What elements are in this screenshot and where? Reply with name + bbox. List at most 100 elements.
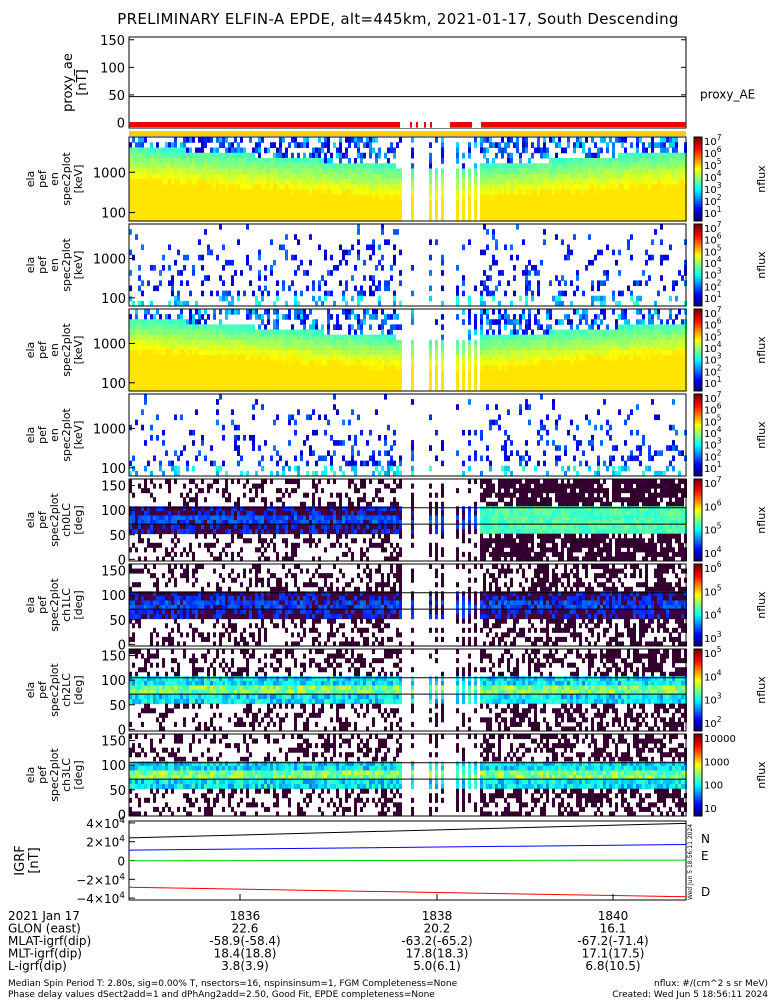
spectrogram-ytick-label: 0 [118,638,126,653]
igrf-series-line [128,822,687,839]
spectrogram-ytick-label: 50 [109,699,126,714]
colorbar-frame [693,136,703,222]
spectrogram-ylabel-line: pef [36,255,49,274]
footer-row-value: -58.9(-58.4) [209,934,280,948]
igrf-right-edge-label: Wed Jun 5 18:56:11 2024 [687,824,694,900]
spectrogram-ytick-label: 100 [101,504,126,519]
spectrogram-ylabel-line: spec2plot [60,408,73,462]
spectrogram-ylabel-line: ch2LC [60,673,73,707]
colorbar [694,137,702,222]
colorbar-label: nflux [755,421,768,449]
colorbar-tick-label: 105 [704,583,722,598]
spectrogram-frame [128,648,687,732]
colorbar-label-text: nflux [755,421,768,449]
spectrogram-ytick-label: 100 [101,674,126,689]
colorbar-tick-label: 103 [704,352,722,367]
spectrogram-panel-5 [129,564,687,647]
spectrogram-ylabel-line: ch1LC [60,588,73,622]
spectrogram-ylabel-line: en [48,343,61,357]
colorbar-tick-label: 103 [704,181,722,196]
footer-row-value: 1836 [230,909,261,923]
spectrogram-frame [128,223,687,307]
colorbar-tick-label: 105 [704,328,722,343]
spectrogram-ylabel-line: spec2plot [48,748,61,802]
spectrogram-ylabel: ela pef en spec2plot [keV] [24,408,85,462]
igrf-ytick-label: 2×104 [86,835,125,850]
colorbar [694,649,702,732]
colorbar-tick-label: 104 [704,425,722,440]
colorbar-tick-label: 107 [704,475,722,490]
spectrogram-ylabel-line: [keV] [72,165,85,194]
footer-row-label: MLT-igrf(dip) [8,947,82,961]
colorbar-label: nflux [755,165,768,193]
spectrogram-frame [128,393,687,477]
colorbar-frame [693,393,703,477]
spectrogram-panel-1 [129,224,687,307]
proxy-ytick-label: 150 [100,34,125,49]
spectrogram-ylabel-line: [deg] [72,675,85,704]
spectrogram-ylabel-line: ela [24,512,37,529]
colorbar-tick-label: 102 [704,193,722,208]
colorbar [694,394,702,477]
proxy-panel-frame [128,36,687,129]
colorbar-tick-label: 107 [704,305,722,320]
spectrogram-ylabel-line: spec2plot [48,663,61,717]
igrf-legend-N: N [701,832,710,846]
colorbar-tick-label: 104 [704,169,722,184]
spectrogram-frame [128,136,687,222]
spectrogram-ylabel-line: ela [24,171,37,188]
spectrogram-ytick-label: 150 [101,735,126,750]
spectrogram-ylabel: ela pef en spec2plot [keV] [24,323,85,377]
colorbar-tick-label: 100 [704,781,723,792]
spectrogram-ylabel-line: pef [36,169,49,188]
spectrogram-ylabel-line: spec2plot [60,323,73,377]
colorbar [694,564,702,647]
colorbar-tick-label: 1000 [704,757,729,768]
igrf-ylabel: IGRF [nT] [13,845,42,875]
status-bar-gap [432,121,450,128]
igrf-ytick-label: 4×104 [86,816,125,831]
status-bar-gap [400,121,410,128]
footer-note: Phase delay values dSect2add=1 and dPhAn… [8,990,435,1000]
proxy-ylabel-line: [nT] [75,69,90,95]
igrf-ytick-label: −4×104 [76,891,125,906]
spectrogram-ytick-label: 50 [109,529,126,544]
spectrogram-ytick-label: 1000 [93,422,126,437]
colorbar-label: nflux [755,251,768,279]
colorbar-tick-label: 10 [704,804,717,815]
colorbar-tick-label: 101 [704,375,722,390]
colorbar-tick-label: 104 [704,255,722,270]
igrf-ytick-label: 0 [117,855,125,869]
spectrogram-ytick-label: 100 [101,377,126,392]
spectrogram-ylabel-line: spec2plot [48,578,61,632]
spectrogram-ylabel-line: spec2plot [48,493,61,547]
colorbar-label: nflux [755,676,768,704]
spectrogram-frame [128,478,687,562]
spectrogram-ylabel-line: [deg] [72,760,85,789]
spectrogram-panel-0 [129,137,687,222]
footer-row-value: 17.1(17.5) [582,947,645,961]
spectrogram-ytick-label: 100 [101,462,126,477]
spectrogram-ytick-label: 150 [101,480,126,495]
footer-row-label: GLON (east) [8,922,81,936]
spectrogram-ylabel-line: [keV] [72,251,85,280]
colorbar-tick-label: 101 [704,205,722,220]
footer-row-value: 22.6 [232,922,259,936]
status-bar-gap [418,121,424,128]
spectrogram-ytick-label: 0 [118,553,126,568]
colorbar [694,479,702,562]
spectrogram-ylabel-line: ela [24,682,37,699]
footer-row-value: 18.4(18.8) [214,947,277,961]
colorbar [694,224,702,307]
footer-row-value: -67.2(-71.4) [577,934,648,948]
footer-row-label: L-igrf(dip) [8,959,67,973]
spectrogram-ylabel-line: ela [24,767,37,784]
colorbar-frame [693,648,703,732]
igrf-ylabel-line: IGRF [13,845,28,875]
colorbar-tick-label: 102 [704,363,722,378]
status-bar-gap [412,121,416,128]
colorbar-frame [693,733,703,817]
spectrogram-frame [128,308,687,392]
footer-row-value: 3.8(3.9) [221,959,269,973]
proxy-ytick-label: 100 [100,61,125,76]
